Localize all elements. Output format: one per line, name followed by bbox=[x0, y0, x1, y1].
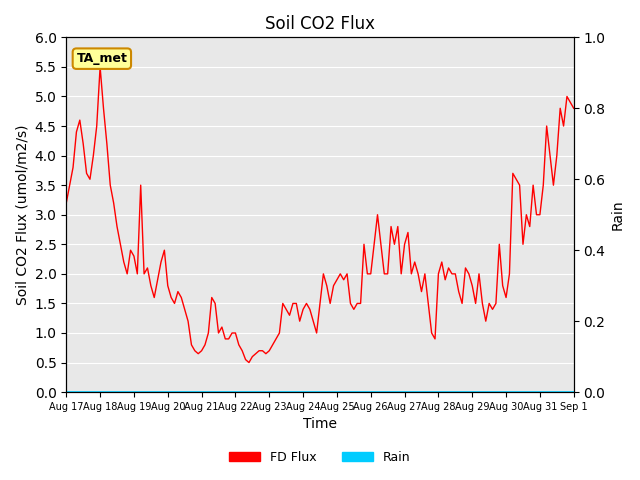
X-axis label: Time: Time bbox=[303, 418, 337, 432]
Legend: FD Flux, Rain: FD Flux, Rain bbox=[224, 446, 416, 469]
Rain bbox=[384, 389, 392, 395]
Title: Soil CO2 Flux: Soil CO2 Flux bbox=[265, 15, 375, 33]
Rain bbox=[560, 389, 568, 395]
FD Flux bbox=[566, 99, 574, 105]
Rain bbox=[309, 389, 317, 395]
Rain bbox=[570, 389, 577, 395]
FD Flux bbox=[424, 300, 432, 306]
FD Flux bbox=[248, 354, 256, 360]
FD Flux bbox=[63, 200, 70, 206]
Rain bbox=[63, 389, 70, 395]
FD Flux bbox=[316, 300, 324, 306]
FD Flux bbox=[377, 241, 385, 247]
Rain bbox=[371, 389, 378, 395]
Rain bbox=[418, 389, 426, 395]
FD Flux bbox=[96, 64, 104, 70]
FD Flux bbox=[570, 106, 577, 111]
Line: FD Flux: FD Flux bbox=[67, 67, 573, 362]
Text: TA_met: TA_met bbox=[76, 52, 127, 65]
Y-axis label: Rain: Rain bbox=[611, 199, 625, 230]
FD Flux bbox=[245, 360, 253, 365]
Rain bbox=[242, 389, 250, 395]
Y-axis label: Soil CO2 Flux (umol/m2/s): Soil CO2 Flux (umol/m2/s) bbox=[15, 124, 29, 305]
FD Flux bbox=[390, 241, 398, 247]
